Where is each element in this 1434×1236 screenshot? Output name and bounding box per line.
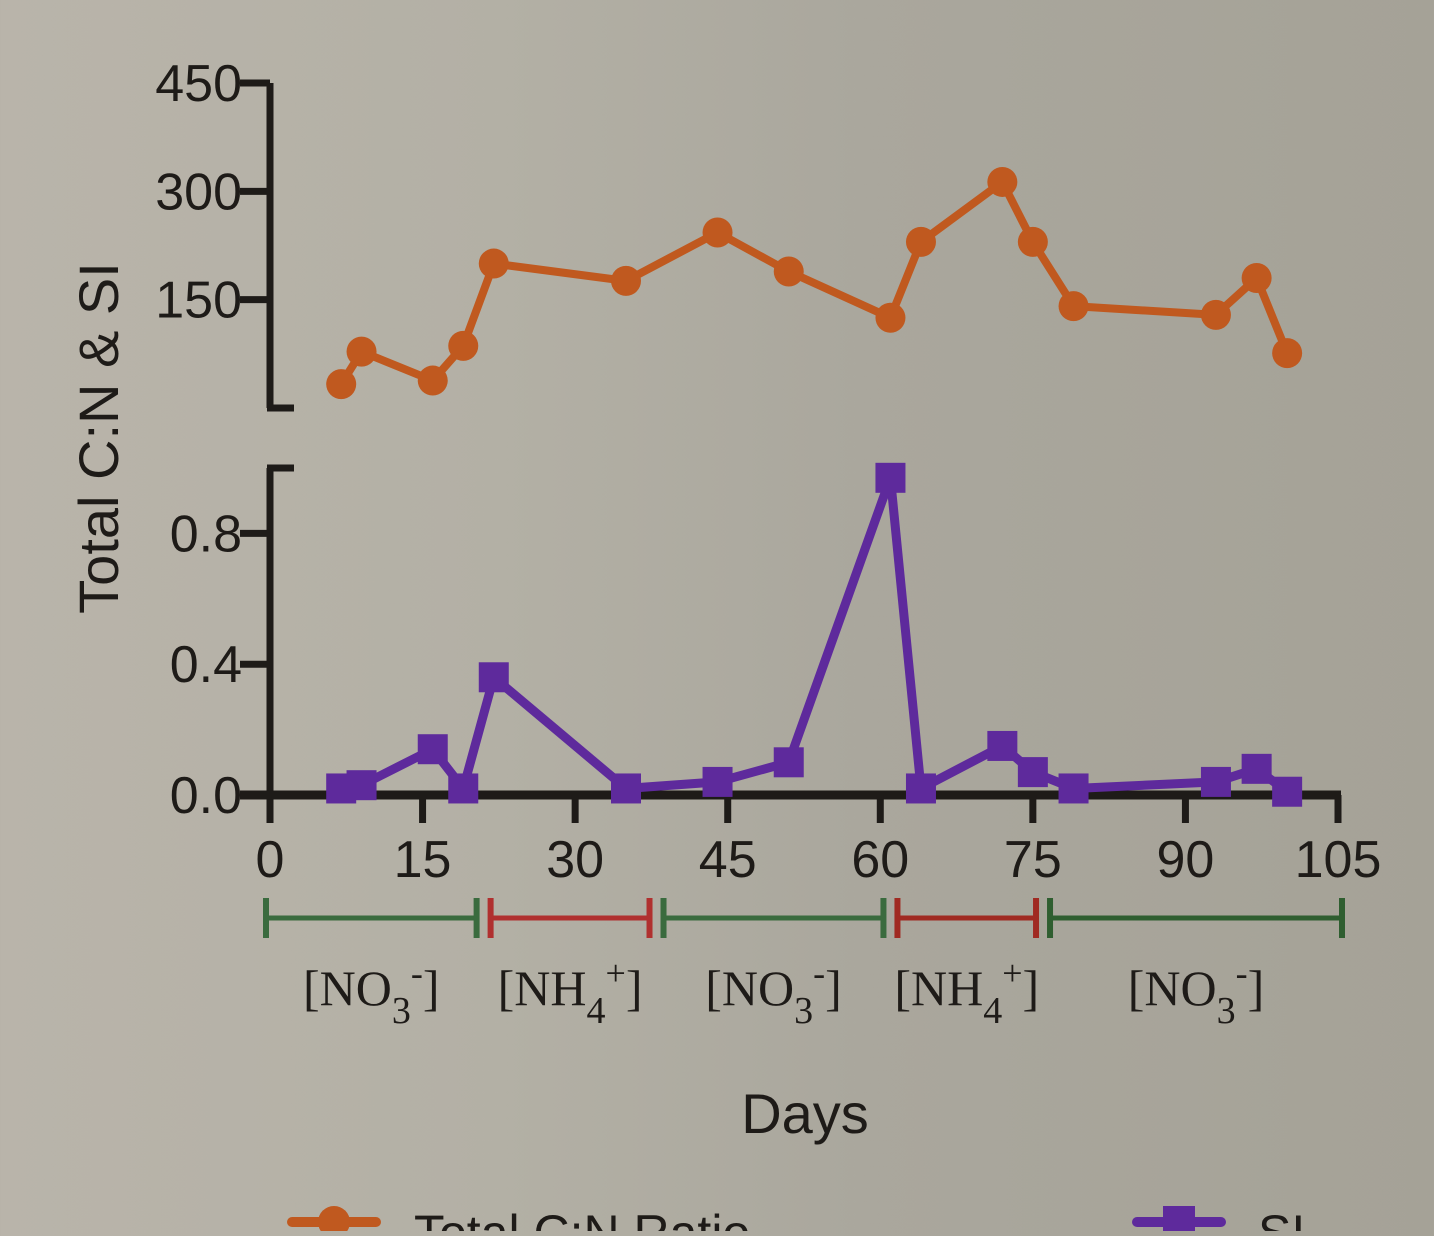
data-point [987,731,1017,761]
legend-label: Total C:N Ratio [414,1205,750,1231]
phase-label: [NO3-] [303,953,440,1032]
data-point [987,167,1017,197]
data-point [703,767,733,797]
data-point [875,463,905,493]
data-point [347,337,377,367]
legend-marker [318,1206,350,1231]
series-si [326,463,1302,807]
data-point [1201,300,1231,330]
data-point [875,303,905,333]
x-tick-label: 75 [1004,831,1062,889]
data-point [418,366,448,396]
y-axis-title: Total C:N & SI [67,262,130,614]
data-point [611,266,641,296]
data-point [1272,338,1302,368]
data-point [1242,754,1272,784]
data-point [703,218,733,248]
data-point [1242,263,1272,293]
series-total-c-n-ratio [326,167,1302,399]
phase-segment: [NH4+] [491,898,650,1032]
y-tick-label: 0.0 [170,767,242,825]
x-tick-label: 15 [394,831,452,889]
data-point [611,773,641,803]
phase-segment: [NO3-] [664,898,884,1032]
data-point [906,773,936,803]
phase-segment: [NO3-] [1050,898,1342,1032]
y-tick-label: 150 [155,272,242,330]
data-point [479,662,509,692]
data-point [1018,227,1048,257]
phase-label: [NO3-] [1128,953,1265,1032]
data-point [479,249,509,279]
x-tick-label: 90 [1157,831,1215,889]
data-point [448,331,478,361]
legend-item: Total C:N Ratio [292,1205,750,1231]
series-layer [326,167,1302,807]
phase-segment: [NO3-] [266,898,477,1032]
data-point [1059,291,1089,321]
x-tick-label: 0 [256,831,285,889]
phase-segment: [NH4+] [894,898,1039,1032]
legend-label: SI [1258,1205,1305,1231]
y-tick-label: 450 [155,55,242,113]
data-point [906,227,936,257]
y-tick-label: 0.4 [170,636,242,694]
phase-label: [NO3-] [705,953,842,1032]
series-line [341,478,1287,792]
x-tick-label: 30 [546,831,604,889]
y-tick-label: 300 [155,163,242,221]
data-point [774,257,804,287]
data-point [1059,773,1089,803]
data-point [418,734,448,764]
data-point [347,770,377,800]
x-axis-title: Days [741,1082,869,1145]
data-point [1201,767,1231,797]
data-point [326,369,356,399]
x-tick-label: 60 [851,831,909,889]
x-tick-label: 105 [1295,831,1382,889]
y-tick-label: 0.8 [170,505,242,563]
legend-marker [1163,1206,1195,1231]
legend: Total C:N Ratio SI [292,1205,1305,1231]
phase-label: [NH4+] [894,953,1039,1032]
x-tick-label: 45 [699,831,757,889]
series-line [341,182,1287,384]
data-point [774,747,804,777]
data-point [1272,777,1302,807]
data-point [1018,757,1048,787]
phase-label: [NH4+] [498,953,643,1032]
data-point [448,773,478,803]
phase-layer: [NO3-] [NH4+] [NO3-] [NH4+] [NO3-] [266,898,1342,1032]
legend-item: SI [1137,1205,1305,1231]
